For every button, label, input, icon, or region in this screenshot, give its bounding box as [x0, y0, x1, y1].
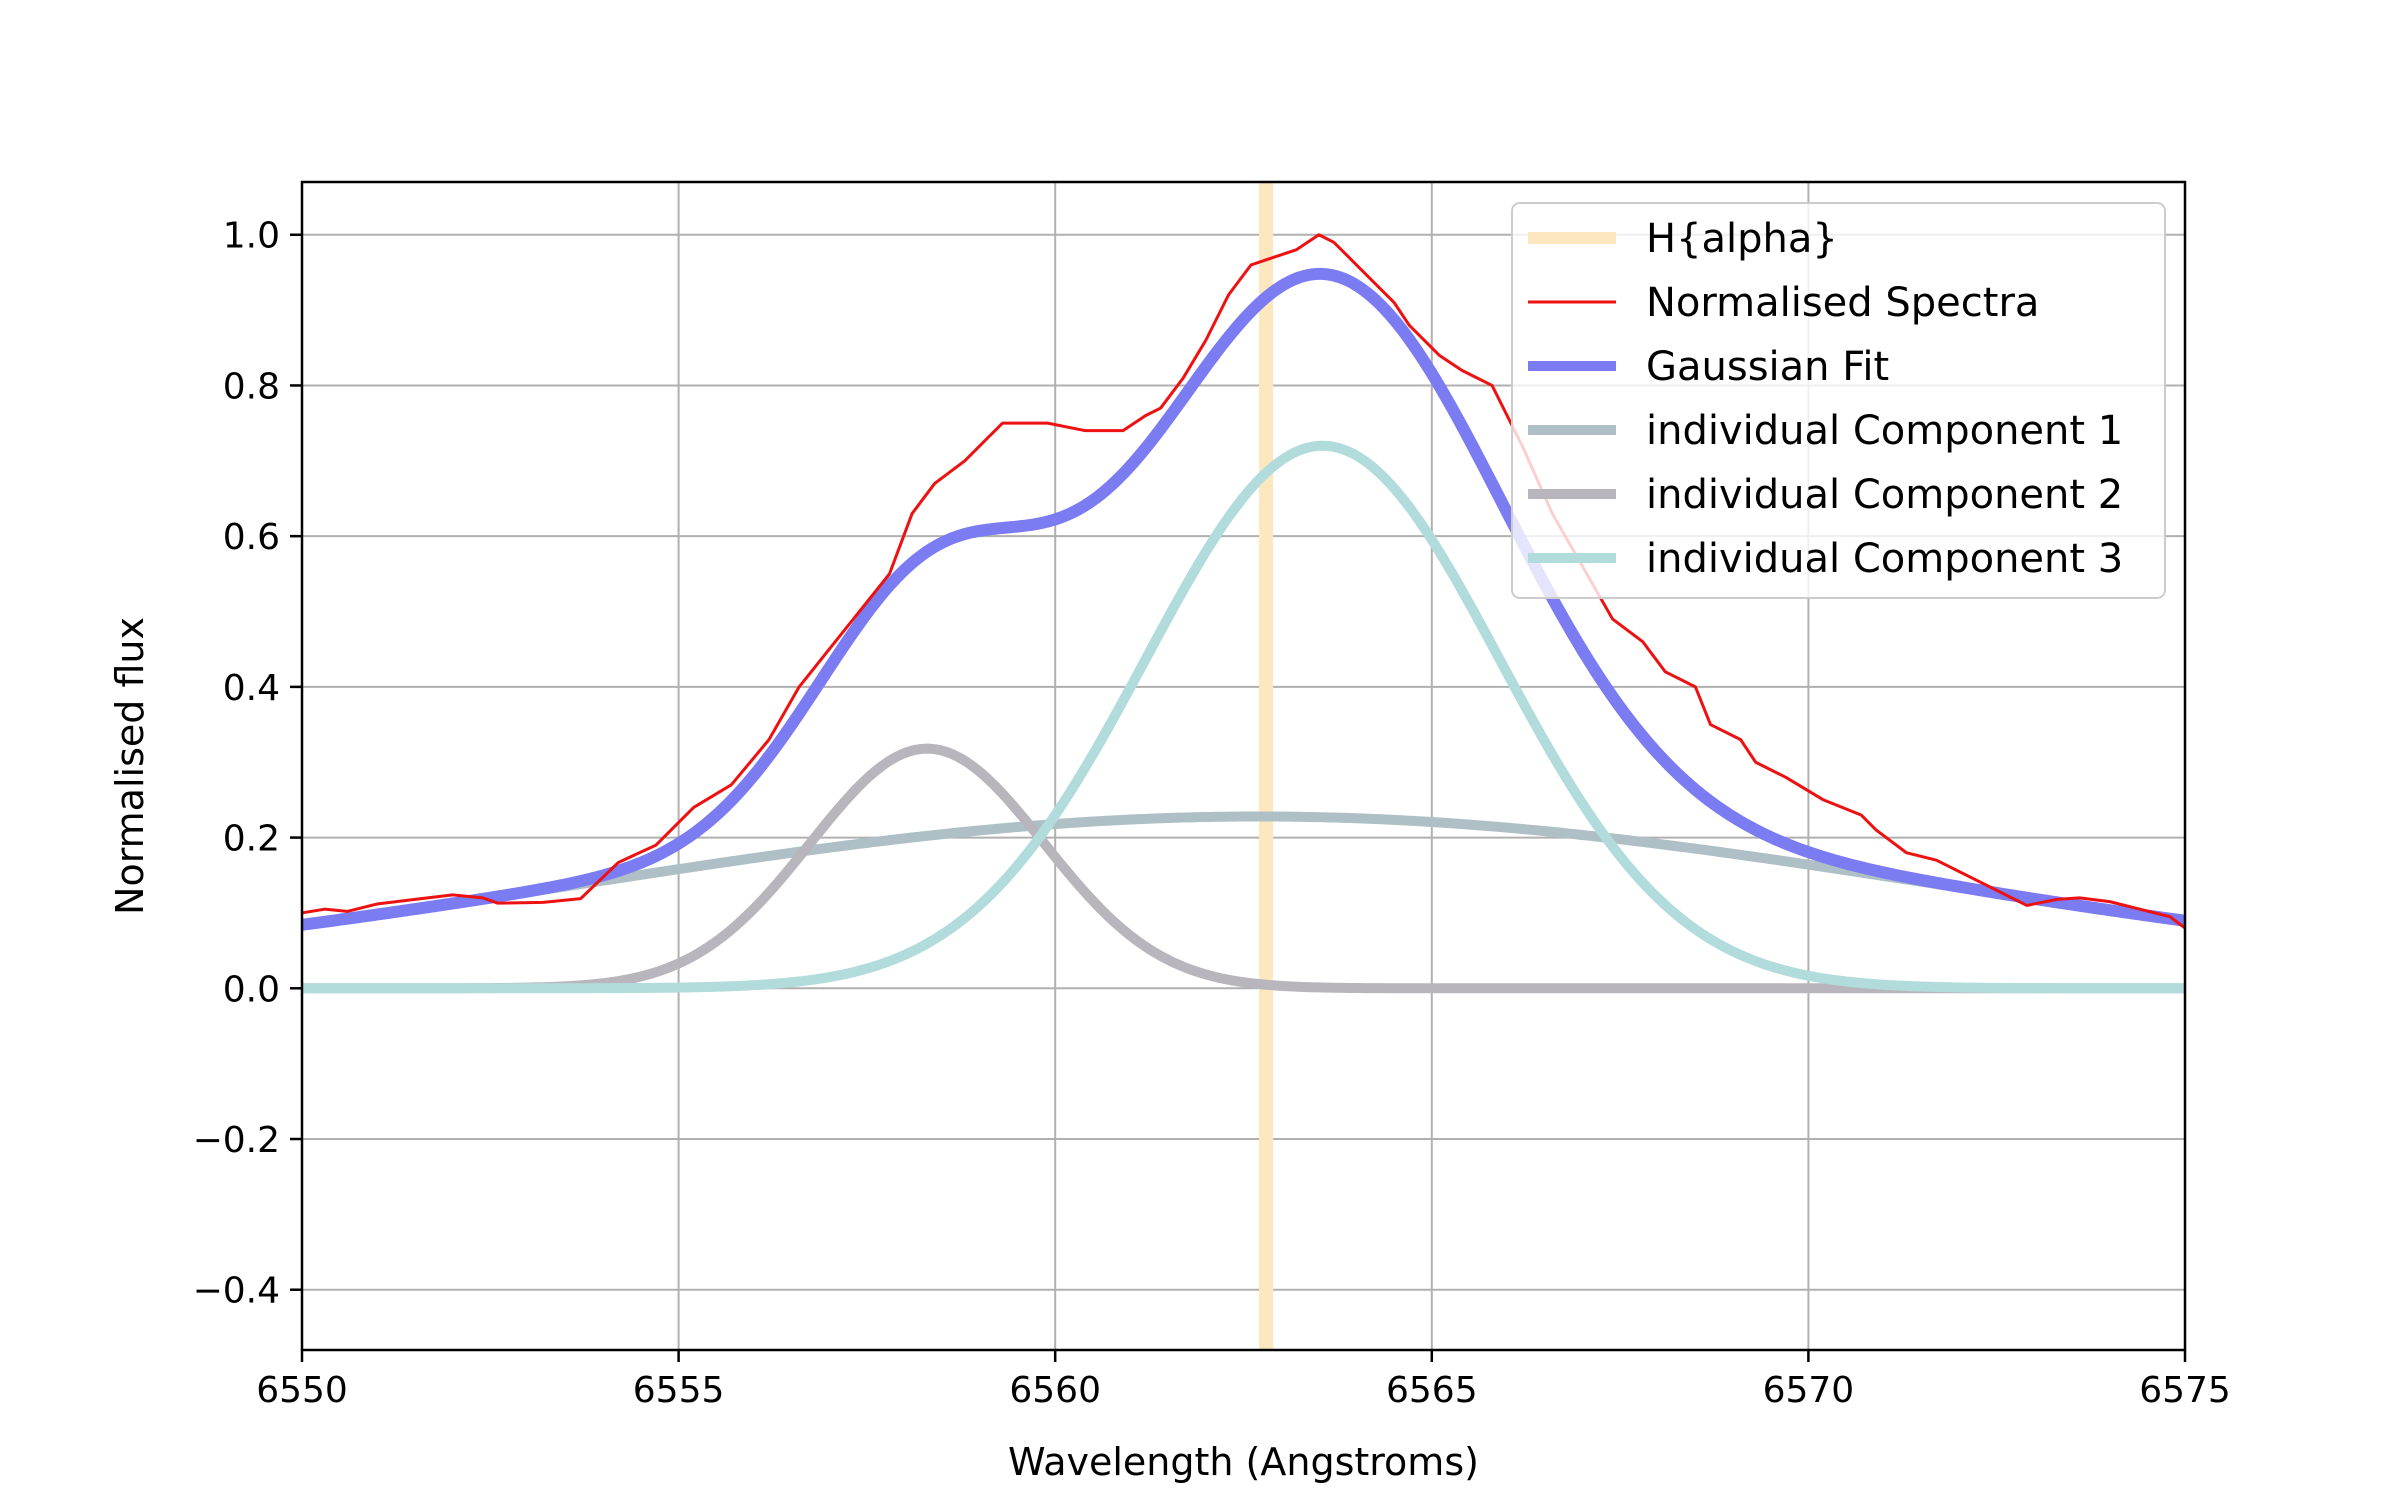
- legend-label-1: H{alpha}: [1646, 216, 1838, 262]
- tick-layer: 6550 6555 6560 6565 6570 6575 −0.4 −0.2 0.0 0.2 0.…: [193, 216, 2231, 1411]
- x-tick-label: 6565: [1386, 1370, 1478, 1411]
- legend-label-5: individual Component 2: [1646, 472, 2123, 518]
- x-axis-label: Wavelength (Angstroms): [1008, 1440, 1479, 1484]
- x-tick-label: 6575: [2139, 1370, 2231, 1411]
- normalised-spectra-curve: [302, 233, 2185, 930]
- y-tick-label: 0.2: [223, 819, 280, 860]
- x-tick-label: 6555: [633, 1370, 725, 1411]
- plot-frame: [300, 180, 2187, 1352]
- component-2-curve: [302, 743, 2185, 994]
- y-tick-label: 0.0: [223, 969, 280, 1010]
- x-tick-label: 6550: [256, 1370, 348, 1411]
- legend-label-3: Gaussian Fit: [1646, 344, 1889, 390]
- legend-label-4: individual Component 1: [1646, 408, 2123, 454]
- series-layer: [302, 233, 2185, 994]
- gaussian-fit-curve: [302, 267, 2185, 931]
- y-axis-label: Normalised flux: [108, 617, 152, 915]
- y-tick-label: −0.2: [193, 1120, 280, 1161]
- x-tick-label: 6570: [1763, 1370, 1855, 1411]
- y-tick-label: 0.4: [223, 668, 280, 709]
- y-tick-label: 0.6: [223, 517, 280, 558]
- component-3-curve: [302, 440, 2185, 994]
- y-tick-label: 1.0: [223, 216, 280, 257]
- x-tick-label: 6560: [1009, 1370, 1101, 1411]
- y-tick-label: 0.8: [223, 366, 280, 407]
- legend-label-2: Normalised Spectra: [1646, 280, 2039, 326]
- legend-box: [1511, 202, 2166, 599]
- legend: H{alpha} Normalised Spectra Gaussian Fit in…: [1511, 202, 2166, 599]
- legend-label-6: individual Component 3: [1646, 536, 2123, 582]
- y-tick-label: −0.4: [193, 1271, 280, 1312]
